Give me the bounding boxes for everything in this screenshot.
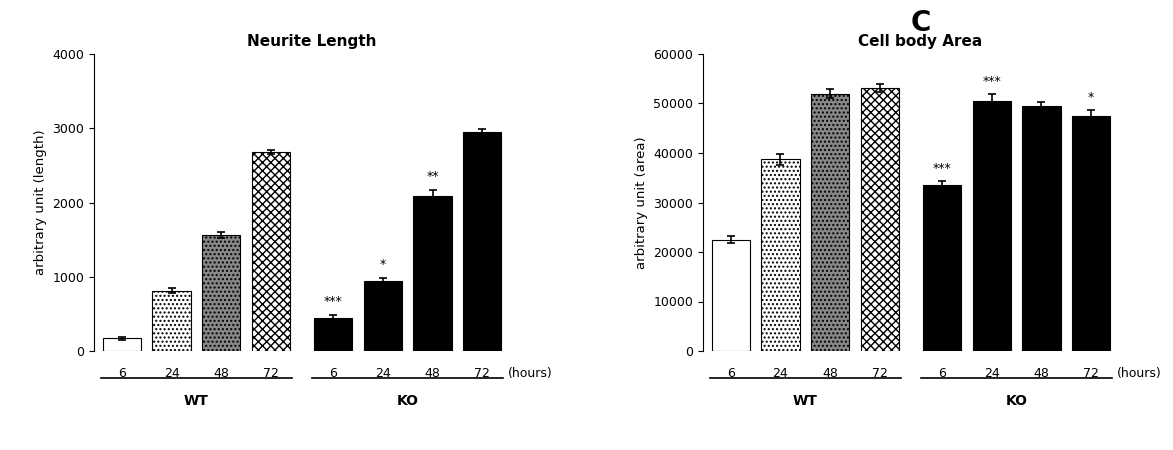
Bar — [413, 196, 452, 351]
Bar — [712, 239, 750, 351]
Text: ***: *** — [324, 296, 343, 308]
Text: ***: *** — [933, 162, 951, 175]
Text: 6: 6 — [330, 367, 337, 380]
Bar — [1022, 106, 1060, 351]
Text: 6: 6 — [938, 367, 945, 380]
Text: 48: 48 — [1033, 367, 1050, 380]
Text: C: C — [910, 9, 930, 37]
Bar — [364, 281, 402, 351]
Text: 72: 72 — [263, 367, 279, 380]
Text: 72: 72 — [872, 367, 888, 380]
Text: 24: 24 — [984, 367, 999, 380]
Text: (hours): (hours) — [508, 367, 552, 380]
Bar — [811, 94, 849, 351]
Text: WT: WT — [184, 394, 209, 408]
Bar — [861, 88, 900, 351]
Title: Neurite Length: Neurite Length — [246, 34, 377, 49]
Text: WT: WT — [793, 394, 818, 408]
Bar — [761, 159, 800, 351]
Text: *: * — [1089, 91, 1094, 104]
Bar — [252, 152, 290, 351]
Bar — [1072, 116, 1111, 351]
Text: 24: 24 — [773, 367, 788, 380]
Bar — [102, 338, 141, 351]
Text: KO: KO — [396, 394, 419, 408]
Text: **: ** — [426, 171, 439, 183]
Text: 6: 6 — [117, 367, 126, 380]
Text: (hours): (hours) — [1117, 367, 1161, 380]
Text: 24: 24 — [375, 367, 391, 380]
Y-axis label: arbitrary unit (area): arbitrary unit (area) — [635, 136, 647, 269]
Text: ***: *** — [983, 75, 1001, 88]
Text: 6: 6 — [727, 367, 734, 380]
Bar — [923, 185, 962, 351]
Text: 24: 24 — [164, 367, 179, 380]
Text: *: * — [380, 258, 386, 271]
Title: Cell body Area: Cell body Area — [859, 34, 983, 49]
Y-axis label: arbitrary unit (length): arbitrary unit (length) — [34, 130, 47, 275]
Text: 48: 48 — [425, 367, 440, 380]
Text: KO: KO — [1005, 394, 1028, 408]
Bar — [314, 318, 352, 351]
Bar — [152, 291, 191, 351]
Text: 48: 48 — [822, 367, 839, 380]
Text: 72: 72 — [474, 367, 490, 380]
Text: 72: 72 — [1084, 367, 1099, 380]
Text: 48: 48 — [213, 367, 229, 380]
Bar — [972, 101, 1011, 351]
Bar — [202, 235, 240, 351]
Bar — [463, 132, 502, 351]
